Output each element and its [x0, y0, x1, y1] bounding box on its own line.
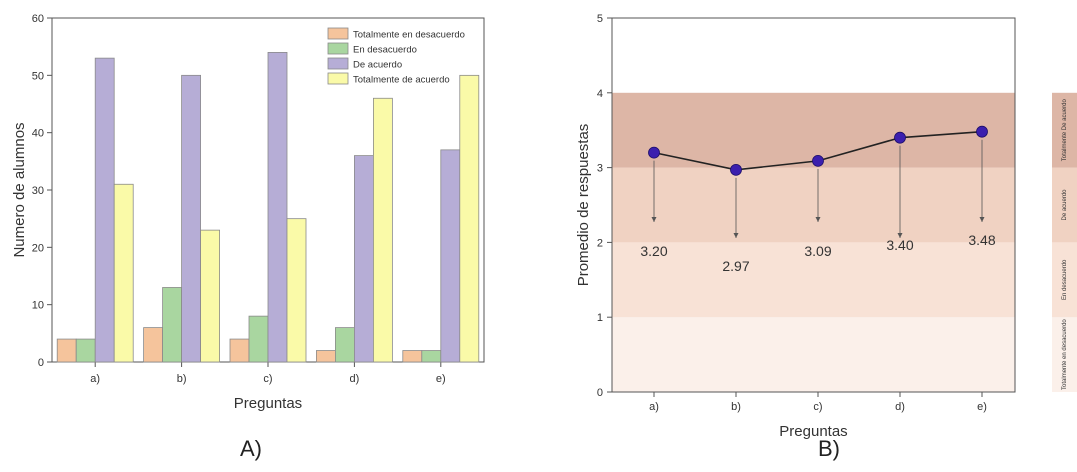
legend-swatch — [327, 72, 349, 85]
response-band — [612, 167, 1015, 243]
panel-label-a: A) — [240, 436, 262, 461]
bar — [229, 338, 250, 363]
band-strip — [1052, 317, 1077, 392]
bar — [286, 218, 307, 363]
x-tick-label: a) — [649, 401, 659, 413]
bar — [162, 287, 183, 363]
y-tick-label: 40 — [32, 128, 44, 140]
bar — [459, 74, 480, 363]
data-point — [894, 131, 906, 144]
y-tick-label: 3 — [597, 163, 603, 175]
y-tick-label: 5 — [597, 13, 603, 25]
x-tick-label: b) — [731, 401, 741, 413]
bar — [334, 327, 355, 363]
band-label: En desacuerdo — [1062, 259, 1068, 300]
data-label: 3.09 — [804, 243, 831, 259]
bar — [353, 155, 374, 363]
legend-label: Totalmente en desacuerdo — [353, 30, 465, 41]
x-tick-label: c) — [813, 401, 822, 413]
legend-label: De acuerdo — [353, 60, 402, 71]
panel-label-b: B) — [818, 436, 840, 461]
data-label: 2.97 — [722, 258, 749, 274]
arrow-head — [897, 233, 903, 238]
arrow-head — [815, 217, 821, 222]
bar — [56, 338, 77, 363]
band-strip — [1052, 242, 1077, 318]
x-axis-label: Preguntas — [234, 395, 302, 412]
y-tick-label: 50 — [32, 70, 44, 82]
arrow-head — [651, 217, 657, 222]
plot-frame — [611, 17, 1016, 393]
arrow-head — [979, 217, 985, 222]
data-point — [730, 163, 742, 176]
bar — [402, 350, 423, 363]
band-strip — [1052, 92, 1077, 168]
line-chart-b: Totalmente en desacuerdo En desacuerdo De … — [575, 13, 1077, 440]
y-tick-label: 0 — [597, 387, 603, 399]
bar — [200, 229, 221, 363]
legend-label: En desacuerdo — [353, 45, 417, 56]
legend-label: Totalmente de acuerdo — [353, 75, 450, 86]
x-tick-label: b) — [177, 373, 187, 385]
bar — [372, 97, 393, 363]
bar — [248, 315, 269, 363]
y-tick-label: 4 — [597, 88, 603, 100]
bar — [440, 149, 461, 363]
legend-swatch — [327, 27, 349, 40]
y-tick-label: 2 — [597, 237, 603, 249]
data-label: 3.48 — [968, 232, 995, 248]
legend-swatch — [327, 57, 349, 70]
y-tick-label: 20 — [32, 242, 44, 254]
y-tick-label: 10 — [32, 300, 44, 312]
x-tick-label: e) — [436, 373, 446, 385]
bar-chart-a: 0 10 20 30 40 50 60 a) b) c) d) e) Preguntas Numero d… — [11, 13, 485, 412]
x-tick-label: d) — [350, 373, 360, 385]
x-tick-label: e) — [977, 401, 987, 413]
data-label: 3.40 — [886, 237, 913, 253]
response-band — [612, 317, 1015, 392]
bar — [75, 338, 96, 363]
band-label: Totalmente en desacuerdo — [1062, 319, 1068, 390]
y-axis-label: Numero de alumnos — [11, 122, 28, 257]
band-label: De acuerdo — [1062, 189, 1068, 221]
legend-swatch — [327, 42, 349, 55]
data-label: 3.20 — [640, 243, 667, 259]
x-axis-label: Preguntas — [779, 423, 847, 440]
y-tick-label: 0 — [38, 357, 44, 369]
bar — [113, 183, 134, 363]
band-label: Totalmente De acuerdo — [1062, 99, 1068, 162]
bar — [181, 74, 202, 363]
data-point — [812, 154, 824, 167]
bar — [94, 57, 115, 363]
bar — [143, 327, 164, 363]
bar — [267, 52, 288, 363]
data-point — [976, 125, 988, 138]
x-tick-label: a) — [90, 373, 100, 385]
data-point — [648, 146, 660, 159]
bar — [315, 350, 336, 363]
response-band — [612, 242, 1015, 318]
y-tick-label: 1 — [597, 312, 603, 324]
bar — [421, 350, 442, 363]
x-tick-label: d) — [895, 401, 905, 413]
y-axis-label: Promedio de respuestas — [575, 124, 592, 287]
x-tick-label: c) — [263, 373, 272, 385]
arrow-head — [733, 233, 739, 238]
y-tick-label: 60 — [32, 13, 44, 25]
band-strip — [1052, 167, 1077, 243]
y-tick-label: 30 — [32, 185, 44, 197]
response-band — [612, 92, 1015, 168]
